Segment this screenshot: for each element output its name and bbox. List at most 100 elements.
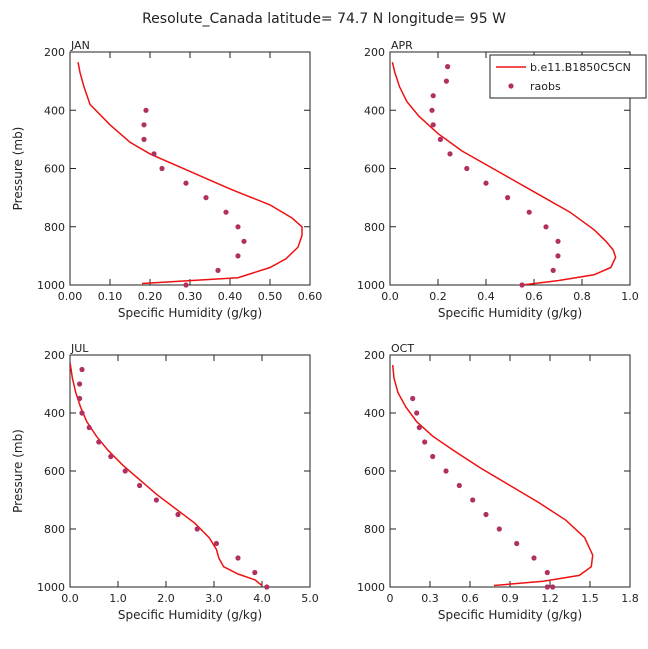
raob-point (430, 93, 436, 99)
raob-point (122, 468, 128, 474)
raob-point (77, 381, 83, 387)
x-tick-label: 1.8 (621, 592, 639, 605)
raob-point (215, 267, 221, 273)
raob-point (213, 540, 219, 547)
y-tick-label: 800 (44, 221, 65, 234)
x-tick-label: 4.0 (253, 592, 271, 605)
legend: b.e11.B1850C5CN raobs (489, 54, 647, 99)
raob-point (86, 424, 92, 431)
raob-point (235, 253, 241, 259)
raob-point (235, 224, 241, 230)
raob-point (544, 569, 550, 576)
legend-obs-swatch (508, 83, 514, 89)
raob-point (141, 136, 147, 142)
x-tick-label: 0.0 (61, 592, 79, 605)
raob-point (483, 180, 489, 186)
raob-point (531, 555, 537, 561)
y-tick-label: 400 (44, 407, 65, 420)
raob-point (203, 195, 209, 201)
raob-point (241, 238, 247, 244)
y-tick-label: 1000 (357, 581, 385, 594)
plot-frame (389, 354, 631, 588)
raob-point (456, 482, 462, 489)
x-tick-label: 0.8 (573, 290, 591, 303)
x-tick-label: 1.0 (109, 592, 127, 605)
raob-point (464, 165, 470, 172)
x-tick-label: 0.60 (298, 290, 323, 303)
y-tick-label: 200 (44, 46, 65, 59)
raob-point (96, 439, 102, 445)
y-tick-label: 200 (44, 349, 65, 362)
panel-label: JAN (70, 39, 90, 52)
x-tick-label: 0.50 (258, 290, 283, 303)
raob-point (429, 107, 435, 113)
raob-point (526, 209, 532, 215)
y-axis-label: Pressure (mb) (11, 127, 25, 211)
y-tick-label: 200 (364, 46, 385, 59)
raob-point (514, 540, 520, 547)
raob-point (555, 238, 561, 244)
y-tick-label: 1000 (357, 279, 385, 292)
raob-point (443, 78, 449, 84)
raob-point (447, 151, 453, 157)
raob-point (555, 253, 561, 259)
raob-point (496, 526, 502, 532)
x-tick-label: 0 (387, 592, 394, 605)
panel-jan: JAN 0.00 0.10 0.20 0.30 0.40 0.50 0.60 200 400 600… (11, 39, 322, 320)
raob-point (416, 424, 422, 431)
x-axis-label: Specific Humidity (g/kg) (438, 306, 582, 320)
raob-point (550, 267, 556, 273)
model-line (70, 362, 263, 587)
y-tick-label: 200 (364, 349, 385, 362)
y-tick-label: 400 (364, 104, 385, 117)
y-tick-label: 1000 (37, 581, 65, 594)
legend-obs-label: raobs (530, 80, 561, 93)
model-line (391, 62, 617, 285)
y-tick-label: 600 (44, 465, 65, 478)
raob-point (264, 584, 270, 590)
y-tick-label: 1000 (37, 279, 65, 292)
model-line (77, 62, 303, 285)
raob-point (141, 122, 147, 128)
x-tick-label: 0.10 (98, 290, 123, 303)
x-tick-label: 0.20 (138, 290, 163, 303)
x-tick-label: 0.4 (477, 290, 495, 303)
raob-point (235, 555, 241, 561)
x-tick-label: 1.2 (541, 592, 559, 605)
raob-point (422, 439, 428, 445)
x-tick-label: 3.0 (205, 592, 223, 605)
raob-point (79, 366, 85, 373)
raob-point (430, 453, 436, 460)
x-tick-label: 0.6 (525, 290, 543, 303)
raob-point (183, 282, 189, 288)
raob-point (175, 511, 181, 518)
raob-point (437, 136, 443, 142)
panel-label: OCT (391, 342, 414, 355)
y-tick-label: 400 (364, 407, 385, 420)
raob-point (77, 395, 83, 402)
raob-point (153, 497, 159, 503)
raob-point (159, 165, 165, 172)
raob-point (505, 195, 511, 201)
panel-label: APR (391, 39, 413, 52)
raob-point (550, 584, 556, 590)
x-tick-label: 0.3 (421, 592, 439, 605)
raob-point (543, 224, 549, 230)
y-tick-label: 800 (44, 523, 65, 536)
x-axis-label: Specific Humidity (g/kg) (118, 306, 262, 320)
x-axis-label: Specific Humidity (g/kg) (118, 608, 262, 622)
plot-frame (69, 354, 311, 588)
raob-point (143, 107, 149, 113)
raob-point (470, 497, 476, 503)
raob-point (151, 151, 157, 157)
raob-point (414, 410, 420, 416)
x-tick-label: 5.0 (301, 592, 319, 605)
raob-point (544, 584, 550, 590)
panel-label: JUL (70, 342, 89, 355)
raob-point (445, 64, 451, 70)
legend-model-label: b.e11.B1850C5CN (530, 61, 631, 74)
raob-point (194, 526, 200, 532)
y-tick-label: 600 (364, 465, 385, 478)
x-tick-label: 0.30 (178, 290, 203, 303)
